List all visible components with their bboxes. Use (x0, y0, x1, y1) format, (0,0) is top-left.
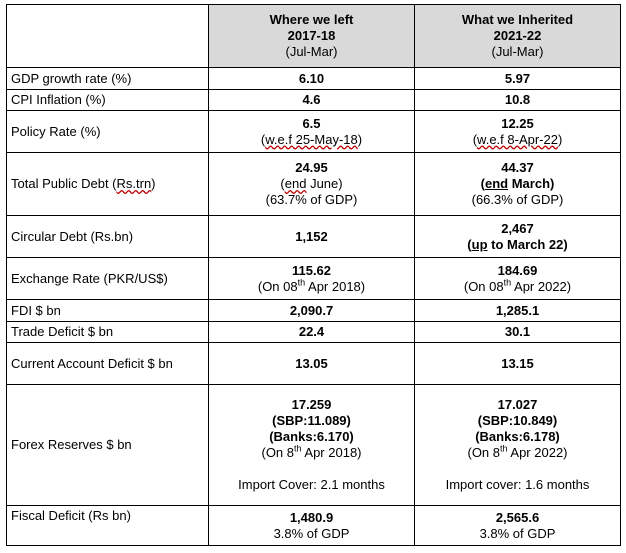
value-note: (w.e.f 8-Apr-22) (472, 131, 563, 147)
value-cell: 5.97 (414, 67, 621, 90)
value: 6.5 (302, 115, 321, 131)
header-year: 2021-22 (493, 28, 542, 43)
row-label: Policy Rate (%) (6, 110, 209, 153)
value-note: (up to March 22) (467, 236, 568, 252)
table-row: Trade Deficit $ bn 22.4 30.1 (6, 321, 621, 343)
table-row: Fiscal Deficit (Rs bn) 1,480.9 3.8% of G… (6, 505, 621, 546)
header-blank-cell (6, 4, 209, 68)
spacer (213, 461, 410, 477)
value-note: (66.3% of GDP) (471, 192, 564, 207)
row-label: Exchange Rate (PKR/US$) (6, 257, 209, 300)
header-row: Where we left 2017-18 (Jul-Mar) What we … (6, 4, 621, 68)
value-note: (On 08th Apr 2018) (257, 277, 366, 294)
row-label: Total Public Debt (Rs.trn) (6, 152, 209, 216)
value-note: (w.e.f 25-May-18) (260, 131, 363, 147)
value-cell: 2,467 (up to March 22) (414, 215, 621, 258)
value-cell: 12.25 (w.e.f 8-Apr-22) (414, 110, 621, 153)
value-cell: 30.1 (414, 321, 621, 343)
table-row: GDP growth rate (%) 6.10 5.97 (6, 67, 621, 90)
row-label: Forex Reserves $ bn (6, 384, 209, 506)
row-label: CPI Inflation (%) (6, 89, 209, 111)
value-cell: 17.259 (SBP:11.089) (Banks:6.170) (On 8t… (208, 384, 415, 506)
value-banks: (Banks:6.170) (269, 429, 354, 444)
header-year: 2017-18 (287, 28, 336, 43)
value-cell: 184.69 (On 08th Apr 2022) (414, 257, 621, 300)
header-period: (Jul-Mar) (491, 44, 544, 59)
value-cell: 1,152 (208, 215, 415, 258)
table-row: FDI $ bn 2,090.7 1,285.1 (6, 299, 621, 322)
table-row: CPI Inflation (%) 4.6 10.8 (6, 89, 621, 111)
value: 2,467 (501, 220, 534, 236)
header-period: (Jul-Mar) (285, 44, 338, 59)
row-label: Fiscal Deficit (Rs bn) (6, 505, 209, 546)
value: 6.10 (298, 70, 325, 86)
value: 12.25 (501, 115, 534, 131)
value: 13.05 (295, 355, 328, 371)
table-row: Policy Rate (%) 6.5 (w.e.f 25-May-18) 12… (6, 110, 621, 153)
spacer (419, 461, 616, 477)
table-row: Forex Reserves $ bn 17.259 (SBP:11.089) … (6, 384, 621, 506)
value: 24.95 (295, 160, 328, 175)
value: 184.69 (497, 262, 538, 278)
value-sbp: (SBP:10.849) (477, 413, 558, 428)
row-label: Current Account Deficit $ bn (6, 342, 209, 385)
value-cell: 6.5 (w.e.f 25-May-18) (208, 110, 415, 153)
value-cell: 2,090.7 (208, 299, 415, 322)
value: 30.1 (504, 324, 531, 339)
value-note: (end March) (480, 176, 555, 191)
table-row: Current Account Deficit $ bn 13.05 13.15 (6, 342, 621, 385)
value-note: (end June) (280, 176, 343, 191)
row-label: FDI $ bn (6, 299, 209, 322)
value-cell: 1,480.9 3.8% of GDP (208, 505, 415, 546)
value: 4.6 (302, 92, 321, 107)
value: 5.97 (504, 70, 531, 86)
header-col-2021-22: What we Inherited 2021-22 (Jul-Mar) (414, 4, 621, 68)
value-note: (On 8th Apr 2018) (261, 443, 362, 460)
value: 17.259 (291, 397, 332, 412)
economic-comparison-table: Where we left 2017-18 (Jul-Mar) What we … (6, 4, 621, 546)
value: 1,480.9 (289, 509, 334, 525)
import-cover: Import Cover: 2.1 months (238, 477, 385, 492)
value: 13.15 (501, 355, 534, 371)
header-title: What we Inherited (461, 12, 574, 27)
value-cell: 6.10 (208, 67, 415, 90)
import-cover: Import cover: 1.6 months (445, 477, 590, 492)
value-cell: 115.62 (On 08th Apr 2018) (208, 257, 415, 300)
value-note: 3.8% of GDP (273, 525, 350, 541)
value: 22.4 (298, 324, 325, 339)
table-row: Circular Debt (Rs.bn) 1,152 2,467 (up to… (6, 215, 621, 258)
value-note: 3.8% of GDP (479, 525, 556, 541)
value-cell: 24.95 (end June) (63.7% of GDP) (208, 152, 415, 216)
value-cell: 44.37 (end March) (66.3% of GDP) (414, 152, 621, 216)
value-cell: 10.8 (414, 89, 621, 111)
value-cell: 4.6 (208, 89, 415, 111)
value-cell: 13.05 (208, 342, 415, 385)
value-note: (63.7% of GDP) (265, 192, 358, 207)
value-banks: (Banks:6.178) (475, 429, 560, 444)
value: 2,565.6 (495, 509, 540, 525)
table-row: Exchange Rate (PKR/US$) 115.62 (On 08th … (6, 257, 621, 300)
row-label: Trade Deficit $ bn (6, 321, 209, 343)
value-cell: 1,285.1 (414, 299, 621, 322)
row-label: Circular Debt (Rs.bn) (6, 215, 209, 258)
header-title: Where we left (269, 12, 354, 27)
value: 1,152 (295, 228, 328, 244)
value-note: (On 8th Apr 2022) (467, 443, 568, 460)
value-cell: 13.15 (414, 342, 621, 385)
value: 115.62 (291, 262, 332, 278)
value: 1,285.1 (495, 302, 540, 318)
value: 2,090.7 (289, 302, 334, 318)
header-col-2017-18: Where we left 2017-18 (Jul-Mar) (208, 4, 415, 68)
value: 10.8 (504, 92, 531, 107)
value: 44.37 (501, 160, 534, 175)
value-cell: 2,565.6 3.8% of GDP (414, 505, 621, 546)
value-cell: 17.027 (SBP:10.849) (Banks:6.178) (On 8t… (414, 384, 621, 506)
value-cell: 22.4 (208, 321, 415, 343)
row-label: GDP growth rate (%) (6, 67, 209, 90)
value: 17.027 (497, 397, 538, 412)
value-note: (On 08th Apr 2022) (463, 277, 572, 294)
value-sbp: (SBP:11.089) (272, 413, 351, 428)
table-row: Total Public Debt (Rs.trn) 24.95 (end Ju… (6, 152, 621, 216)
